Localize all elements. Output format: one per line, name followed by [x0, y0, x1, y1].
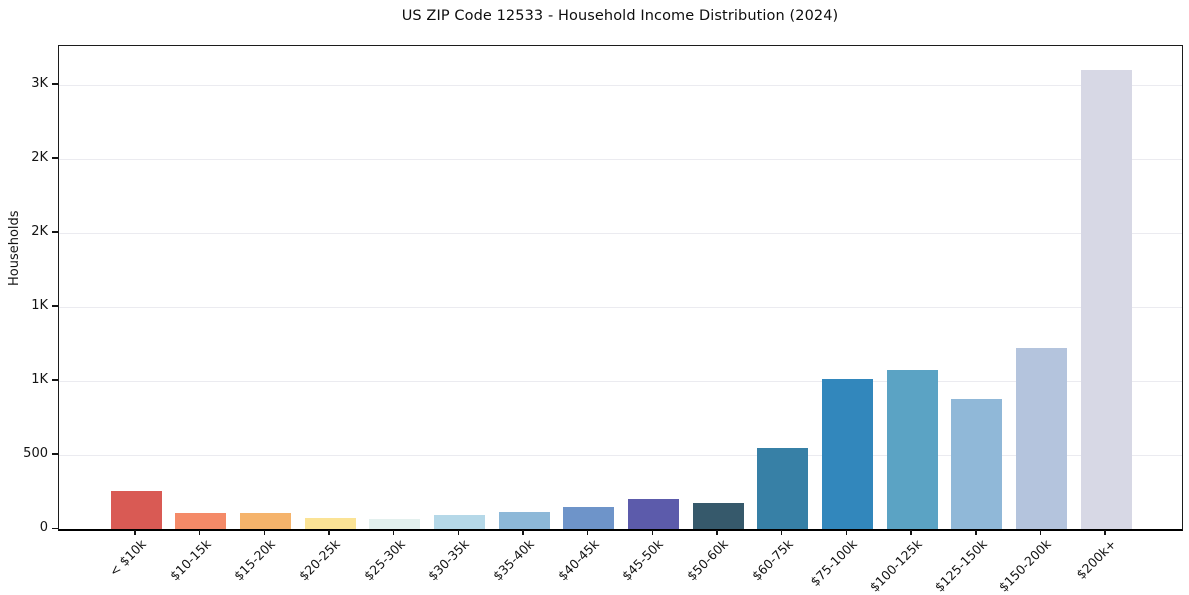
y-tick-mark — [52, 527, 58, 529]
x-tick-label: < $10k — [106, 536, 149, 580]
y-tick-mark — [52, 379, 58, 381]
x-tick-mark — [716, 530, 718, 535]
y-tick-label: 1K — [31, 297, 48, 313]
x-tick-mark — [1039, 530, 1042, 535]
bar-$100-125k — [886, 370, 938, 529]
y-tick-mark — [52, 453, 58, 455]
x-tick-mark — [780, 530, 783, 535]
x-tick-label: $10-15k — [166, 536, 214, 584]
bar-< $10k — [110, 491, 162, 529]
bar-$10-15k — [175, 513, 227, 529]
gridline — [59, 306, 1182, 308]
gridline — [59, 232, 1182, 234]
gridline — [59, 454, 1182, 456]
x-tick-label: $15-20k — [231, 536, 279, 584]
x-tick-label: $100-125k — [866, 536, 925, 595]
bar-$50-60k — [692, 503, 744, 529]
bar-$40-45k — [563, 506, 615, 529]
bar-$30-35k — [433, 514, 485, 529]
bar-$45-50k — [627, 498, 679, 529]
y-tick-label: 1K — [31, 371, 48, 387]
x-tick-mark — [392, 530, 395, 535]
x-tick-mark — [457, 530, 460, 535]
y-tick-label: 2K — [31, 223, 48, 239]
bar-$60-75k — [757, 447, 809, 529]
chart-title: US ZIP Code 12533 - Household Income Dis… — [401, 8, 839, 24]
x-tick-label: $35-40k — [489, 536, 537, 584]
x-tick-label: $200k+ — [1073, 536, 1119, 582]
y-tick-label: 2K — [31, 149, 48, 165]
y-tick-mark — [52, 305, 58, 307]
y-tick-label: 3K — [31, 75, 48, 91]
x-tick-mark — [910, 530, 912, 535]
bar-$200k+ — [1080, 69, 1132, 529]
y-tick-mark — [52, 231, 58, 233]
x-tick-label: $30-35k — [425, 536, 473, 584]
plot-area — [58, 45, 1183, 531]
x-tick-mark — [845, 530, 848, 535]
y-tick-label: 0 — [39, 520, 48, 535]
y-axis-label: Households — [7, 210, 22, 286]
bar-$35-40k — [498, 511, 550, 529]
x-tick-label: $60-75k — [748, 536, 796, 584]
x-tick-label: $45-50k — [619, 536, 667, 584]
x-tick-label: $25-30k — [360, 536, 408, 584]
bar-$20-25k — [304, 517, 356, 529]
x-tick-mark — [198, 530, 201, 535]
x-tick-mark — [1104, 530, 1106, 535]
x-tick-mark — [522, 530, 524, 535]
gridline — [59, 380, 1182, 382]
x-tick-label: $40-45k — [554, 536, 602, 584]
y-tick-mark — [52, 83, 58, 85]
bar-$15-20k — [239, 513, 291, 529]
bar-$125-150k — [951, 398, 1003, 529]
gridline — [59, 84, 1182, 86]
x-tick-mark — [586, 530, 589, 535]
x-tick-label: $50-60k — [683, 536, 731, 584]
x-tick-mark — [263, 530, 266, 535]
bar-$25-30k — [369, 518, 421, 529]
y-tick-mark — [52, 157, 58, 159]
x-tick-label: $75-100k — [807, 536, 861, 589]
x-tick-mark — [134, 530, 136, 535]
x-tick-mark — [974, 530, 977, 535]
x-tick-label: $20-25k — [295, 536, 343, 584]
x-tick-label: $125-150k — [931, 536, 990, 595]
y-tick-label: 500 — [23, 445, 48, 461]
bar-$150-200k — [1015, 347, 1067, 529]
x-tick-label: $150-200k — [995, 536, 1055, 595]
gridline — [59, 158, 1182, 160]
x-tick-mark — [328, 530, 330, 535]
bar-$75-100k — [821, 379, 873, 529]
x-tick-mark — [651, 530, 654, 535]
